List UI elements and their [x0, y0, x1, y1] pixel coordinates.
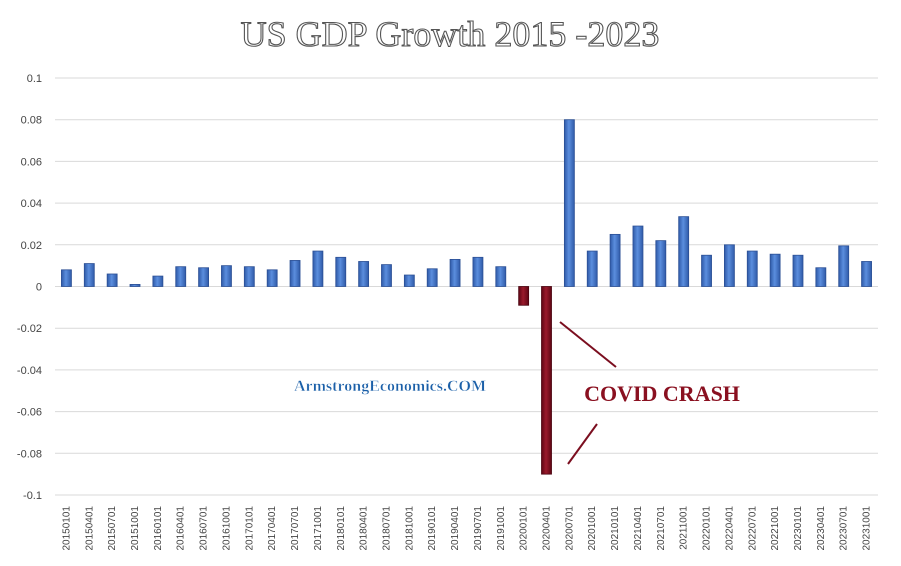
watermark-text: ArmstrongEconomics.COM [294, 378, 486, 395]
y-tick-label: 0.02 [21, 240, 42, 252]
y-tick-label: 0.04 [21, 198, 42, 210]
bar-20220401 [724, 244, 735, 287]
bar-20150401 [83, 263, 95, 287]
bar-20150701 [106, 273, 118, 287]
bar-20211001 [678, 216, 690, 287]
x-tick-label: 20180701 [381, 506, 392, 551]
bar-20230701 [838, 245, 850, 287]
y-tick-label: -0.08 [17, 448, 42, 460]
bar-20221001 [769, 253, 781, 287]
gridlines [55, 77, 878, 496]
x-tick-label: 20230401 [816, 506, 827, 551]
bar-20160101 [152, 275, 164, 287]
bar-20180101 [335, 256, 347, 287]
x-tick-label: 20171001 [313, 506, 324, 551]
annotation-pointer-line-lower [567, 423, 598, 465]
x-tick-label: 20150101 [61, 506, 72, 551]
bars [61, 119, 872, 475]
bar-20210701 [655, 240, 667, 287]
x-tick-label: 20170401 [267, 506, 278, 551]
x-tick-label: 20181001 [404, 506, 415, 551]
bar-20190401 [449, 258, 461, 287]
bar-20171001 [312, 250, 324, 287]
bar-20170401 [266, 269, 278, 287]
x-tick-label: 20160101 [153, 506, 164, 551]
annotation-pointer-line-upper [559, 321, 617, 368]
bar-20190101 [426, 268, 438, 287]
chart-title: US GDP Growth 2015 -2023 [241, 14, 660, 54]
bar-20151001 [129, 284, 141, 287]
bar-20210101 [609, 233, 621, 287]
x-tick-label: 20190401 [450, 506, 461, 551]
covid-crash-annotation: COVID CRASH [584, 381, 740, 406]
bar-20180401 [358, 261, 370, 287]
bar-20231001 [861, 261, 872, 287]
x-tick-label: 20191001 [496, 506, 507, 551]
x-tick-label: 20161001 [221, 506, 232, 551]
x-tick-label: 20180401 [359, 506, 370, 551]
x-tick-label: 20210401 [633, 506, 644, 551]
x-axis-ticks: 20150101 20150401 20150701 20151001 20160101… [61, 506, 872, 551]
x-tick-label: 20221001 [770, 506, 781, 551]
x-tick-label: 20190701 [473, 506, 484, 551]
bar-20161001 [221, 265, 232, 287]
bar-20230401 [815, 267, 827, 287]
bar-20230101 [792, 254, 804, 287]
bar-20150101 [61, 269, 72, 287]
x-tick-label: 20160401 [176, 506, 187, 551]
x-tick-label: 20210101 [610, 506, 621, 551]
x-tick-label: 20180101 [336, 506, 347, 551]
x-tick-label: 20231001 [862, 506, 873, 551]
x-tick-label: 20150701 [107, 506, 118, 551]
x-tick-label: 20230701 [839, 506, 850, 551]
x-tick-label: 20150401 [84, 506, 95, 551]
bar-20170701 [289, 260, 301, 287]
bar-20200701 [563, 119, 575, 287]
x-tick-label: 20220101 [702, 506, 713, 551]
y-tick-label: -0.06 [17, 407, 42, 419]
x-tick-label: 20220401 [724, 506, 735, 551]
x-tick-label: 20190101 [427, 506, 438, 551]
x-tick-label: 20220701 [747, 506, 758, 551]
bar-20191001 [495, 266, 507, 287]
x-tick-label: 20200701 [564, 506, 575, 551]
bar-20220101 [701, 254, 712, 287]
bar-20181001 [403, 274, 415, 287]
bar-20170101 [243, 266, 255, 287]
x-tick-label: 20210701 [656, 506, 667, 551]
bar-20201001 [586, 250, 598, 287]
y-axis-ticks: 0.1 0.08 0.06 0.04 0.02 0 -0.02 -0.04 -0.06 -0.08… [17, 73, 42, 502]
x-tick-label: 20200101 [519, 506, 530, 551]
y-tick-label: 0 [36, 282, 42, 294]
x-tick-label: 20160701 [199, 506, 210, 551]
bar-20200401 [541, 286, 552, 475]
x-tick-label: 20211001 [679, 506, 690, 550]
bar-20160401 [175, 266, 187, 287]
bar-20190701 [472, 256, 484, 287]
y-tick-label: 0.08 [21, 115, 42, 127]
x-tick-label: 20170701 [290, 506, 301, 551]
x-tick-label: 20230101 [793, 506, 804, 551]
y-tick-label: -0.02 [17, 323, 42, 335]
x-tick-label: 20200401 [542, 506, 553, 551]
y-tick-label: -0.1 [23, 490, 42, 502]
bar-20180701 [381, 264, 392, 287]
bar-20200101 [518, 286, 530, 306]
bar-20210401 [632, 225, 644, 287]
y-tick-label: 0.1 [27, 73, 42, 85]
x-tick-label: 20170101 [244, 506, 255, 551]
x-tick-label: 20201001 [587, 506, 598, 551]
y-tick-label: -0.04 [17, 365, 42, 377]
x-tick-label: 20151001 [130, 506, 141, 551]
bar-20220701 [746, 250, 758, 287]
bar-20160701 [198, 267, 209, 287]
y-tick-label: 0.06 [21, 156, 42, 168]
